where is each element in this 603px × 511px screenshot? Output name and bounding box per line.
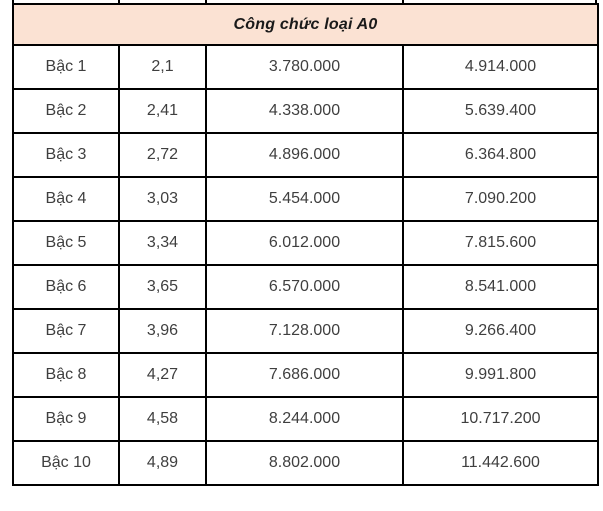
salary-cell: 5.454.000 <box>205 176 404 222</box>
coefficient-cell: 4,89 <box>118 440 207 486</box>
salary-cell: 4.338.000 <box>205 88 404 134</box>
level-cell: Bậc 4 <box>12 176 120 222</box>
level-cell: Bậc 2 <box>12 88 120 134</box>
table-row: Bậc 6 3,65 6.570.000 8.541.000 <box>12 264 600 310</box>
level-cell: Bậc 5 <box>12 220 120 266</box>
table-row: Bậc 4 3,03 5.454.000 7.090.200 <box>12 176 600 222</box>
salary-cell: 8.244.000 <box>205 396 404 442</box>
salary-cell: 3.780.000 <box>205 44 404 90</box>
coefficient-cell: 3,03 <box>118 176 207 222</box>
level-cell: Bậc 3 <box>12 132 120 178</box>
coefficient-cell: 3,96 <box>118 308 207 354</box>
salary-cell: 7.686.000 <box>205 352 404 398</box>
level-cell: Bậc 1 <box>12 44 120 90</box>
increased-salary-cell: 6.364.800 <box>401 132 600 178</box>
salary-cell: 6.570.000 <box>205 264 404 310</box>
level-cell: Bậc 10 <box>12 440 120 486</box>
salary-cell: 8.802.000 <box>205 440 404 486</box>
table-row: Bậc 5 3,34 6.012.000 7.815.600 <box>12 220 600 266</box>
table-row: Bậc 3 2,72 4.896.000 6.364.800 <box>12 132 600 178</box>
table-row: Bậc 2 2,41 4.338.000 5.639.400 <box>12 88 600 134</box>
salary-cell: 6.012.000 <box>205 220 404 266</box>
sliver-cell <box>12 0 118 3</box>
salary-cell: 4.896.000 <box>205 132 404 178</box>
increased-salary-cell: 9.991.800 <box>401 352 600 398</box>
table-row: Bậc 10 4,89 8.802.000 11.442.600 <box>12 440 600 486</box>
level-cell: Bậc 7 <box>12 308 120 354</box>
table-area: Công chức loại A0 Bậc 1 2,1 3.780.000 4.914… <box>11 0 600 486</box>
increased-salary-cell: 5.639.400 <box>401 88 600 134</box>
level-cell: Bậc 8 <box>12 352 120 398</box>
increased-salary-cell: 9.266.400 <box>401 308 600 354</box>
coefficient-cell: 3,65 <box>118 264 207 310</box>
table-header: Công chức loại A0 <box>11 3 600 46</box>
table-row: Bậc 7 3,96 7.128.000 9.266.400 <box>12 308 600 354</box>
level-cell: Bậc 6 <box>12 264 120 310</box>
previous-row-sliver <box>12 0 597 3</box>
salary-table: Công chức loại A0 Bậc 1 2,1 3.780.000 4.914… <box>11 3 600 486</box>
coefficient-cell: 2,72 <box>118 132 207 178</box>
coefficient-cell: 4,27 <box>118 352 207 398</box>
table-title-row: Công chức loại A0 <box>11 3 600 46</box>
coefficient-cell: 3,34 <box>118 220 207 266</box>
table-row: Bậc 9 4,58 8.244.000 10.717.200 <box>12 396 600 442</box>
table-row: Bậc 1 2,1 3.780.000 4.914.000 <box>12 44 600 90</box>
increased-salary-cell: 4.914.000 <box>401 44 600 90</box>
table-row: Bậc 8 4,27 7.686.000 9.991.800 <box>12 352 600 398</box>
increased-salary-cell: 7.090.200 <box>401 176 600 222</box>
coefficient-cell: 2,41 <box>118 88 207 134</box>
table-title: Công chức loại A0 <box>11 3 600 46</box>
increased-salary-cell: 10.717.200 <box>401 396 600 442</box>
level-cell: Bậc 9 <box>12 396 120 442</box>
table-body: Bậc 1 2,1 3.780.000 4.914.000 Bậc 2 2,41 4.338… <box>12 44 600 486</box>
increased-salary-cell: 11.442.600 <box>401 440 600 486</box>
coefficient-cell: 2,1 <box>118 44 207 90</box>
increased-salary-cell: 8.541.000 <box>401 264 600 310</box>
sliver-cell <box>205 0 402 3</box>
sliver-cell <box>402 0 597 3</box>
sliver-cell <box>118 0 205 3</box>
increased-salary-cell: 7.815.600 <box>401 220 600 266</box>
salary-cell: 7.128.000 <box>205 308 404 354</box>
coefficient-cell: 4,58 <box>118 396 207 442</box>
